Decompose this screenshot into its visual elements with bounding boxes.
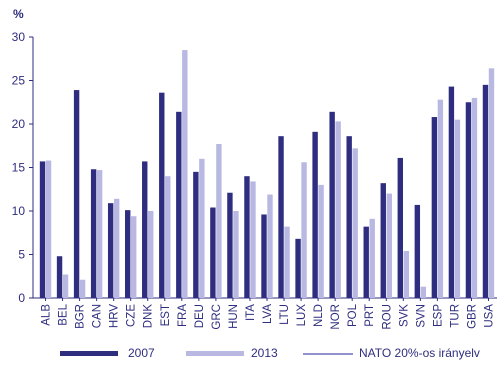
y-tick-label: 25 — [12, 74, 26, 88]
bar-2013-bel — [63, 275, 68, 298]
bar-2013-est — [165, 176, 170, 298]
bar-2007-lux — [295, 239, 300, 298]
bar-2013-fra — [182, 50, 187, 298]
category-label-esp: ESP — [432, 304, 444, 327]
bar-2013-gbr — [472, 98, 477, 298]
category-label-hun: HUN — [228, 304, 240, 329]
bar-2013-deu — [199, 159, 204, 298]
category-label-alb: ALB — [41, 304, 53, 326]
bar-2007-hun — [227, 193, 232, 298]
bar-2007-svn — [415, 205, 420, 298]
bar-2013-bgr — [80, 280, 85, 298]
bar-2007-gbr — [466, 102, 471, 298]
bar-2007-ltu — [278, 136, 283, 298]
bar-2007-nor — [329, 112, 334, 298]
y-tick-label: 15 — [12, 161, 26, 175]
bar-2007-cze — [125, 210, 130, 298]
category-label-grc: GRC — [211, 304, 223, 330]
category-label-tur: TUR — [449, 304, 461, 328]
bar-2013-svk — [404, 251, 409, 298]
bar-2007-lva — [261, 214, 266, 298]
bar-2013-nld — [318, 185, 323, 298]
bar-2007-usa — [483, 85, 488, 298]
bar-2013-hrv — [114, 199, 119, 298]
bar-2007-grc — [210, 208, 215, 298]
y-tick-label: 5 — [18, 248, 25, 262]
bar-2013-hun — [233, 211, 238, 298]
bar-2007-tur — [449, 87, 454, 298]
legend: 2007 2013 NATO 20%-os irányelv — [60, 346, 480, 360]
y-tick-label: 30 — [12, 30, 26, 44]
category-label-bgr: BGR — [75, 304, 87, 329]
bar-2013-rou — [387, 194, 392, 298]
bar-2013-cze — [131, 216, 136, 298]
category-labels: ALB BEL BGR CAN HRV CZE DNK EST FRA DEU GRC HUN ITA L… — [41, 298, 496, 330]
category-label-lux: LUX — [296, 304, 308, 327]
bar-2013-prt — [370, 219, 375, 298]
bar-2013-pol — [352, 148, 357, 298]
category-label-pol: POL — [347, 303, 359, 327]
y-tick-label: 20 — [12, 117, 26, 131]
legend-2007-label: 2007 — [128, 346, 155, 360]
bar-2013-grc — [216, 144, 221, 298]
category-label-nor: NOR — [330, 304, 342, 330]
legend-nato-label: NATO 20%-os irányelv — [359, 346, 480, 360]
bar-2007-ita — [244, 176, 249, 298]
category-label-bel: BEL — [58, 303, 70, 325]
bar-2013-nor — [335, 121, 340, 298]
bar-2013-usa — [489, 68, 494, 298]
category-label-svn: SVN — [415, 304, 427, 328]
category-label-can: CAN — [92, 304, 104, 328]
bar-2007-alb — [40, 161, 45, 298]
bar-2007-bel — [57, 256, 62, 298]
bar-2007-nld — [312, 132, 317, 298]
bar-2013-lva — [267, 194, 272, 298]
bar-2007-svk — [398, 158, 403, 298]
category-label-cze: CZE — [126, 304, 138, 327]
y-axis-unit: % — [13, 7, 24, 21]
bar-2013-ita — [250, 181, 255, 298]
legend-2013-swatch — [186, 351, 244, 356]
bar-2007-can — [91, 169, 96, 298]
category-label-est: EST — [160, 304, 172, 326]
bar-2007-dnk — [142, 161, 147, 298]
bar-2007-est — [159, 93, 164, 298]
bar-2013-lux — [301, 162, 306, 298]
bar-2013-svn — [421, 287, 426, 298]
category-label-deu: DEU — [194, 304, 206, 328]
legend-2007-swatch — [60, 351, 118, 356]
y-tick-label: 0 — [18, 291, 25, 305]
bar-2007-deu — [193, 172, 198, 298]
category-label-fra: FRA — [177, 304, 189, 327]
bar-2013-esp — [438, 100, 443, 298]
bar-2013-ltu — [284, 227, 289, 298]
category-label-usa: USA — [483, 304, 495, 328]
category-label-ita: ITA — [245, 304, 257, 321]
bar-2007-bgr — [74, 90, 79, 298]
category-label-lva: LVA — [262, 304, 274, 324]
bar-2007-esp — [432, 117, 437, 298]
category-label-gbr: GBR — [466, 304, 478, 329]
bar-2013-alb — [46, 161, 51, 298]
bar-2013-can — [97, 170, 102, 298]
legend-2013-label: 2013 — [251, 346, 278, 360]
category-label-rou: ROU — [381, 304, 393, 330]
bar-2007-pol — [346, 136, 351, 298]
category-label-svk: SVK — [398, 304, 410, 327]
category-label-prt: PRT — [364, 304, 376, 327]
bar-2007-rou — [381, 183, 386, 298]
bar-2013-dnk — [148, 211, 153, 298]
bar-2007-hrv — [108, 203, 113, 298]
bars — [40, 50, 494, 298]
bar-2007-prt — [364, 227, 369, 298]
category-label-nld: NLD — [313, 304, 325, 327]
category-label-hrv: HRV — [109, 304, 121, 328]
y-tick-label: 10 — [12, 204, 26, 218]
bar-2007-fra — [176, 112, 181, 298]
category-label-ltu: LTU — [279, 304, 291, 325]
category-label-dnk: DNK — [143, 304, 155, 329]
bar-2013-tur — [455, 120, 460, 298]
